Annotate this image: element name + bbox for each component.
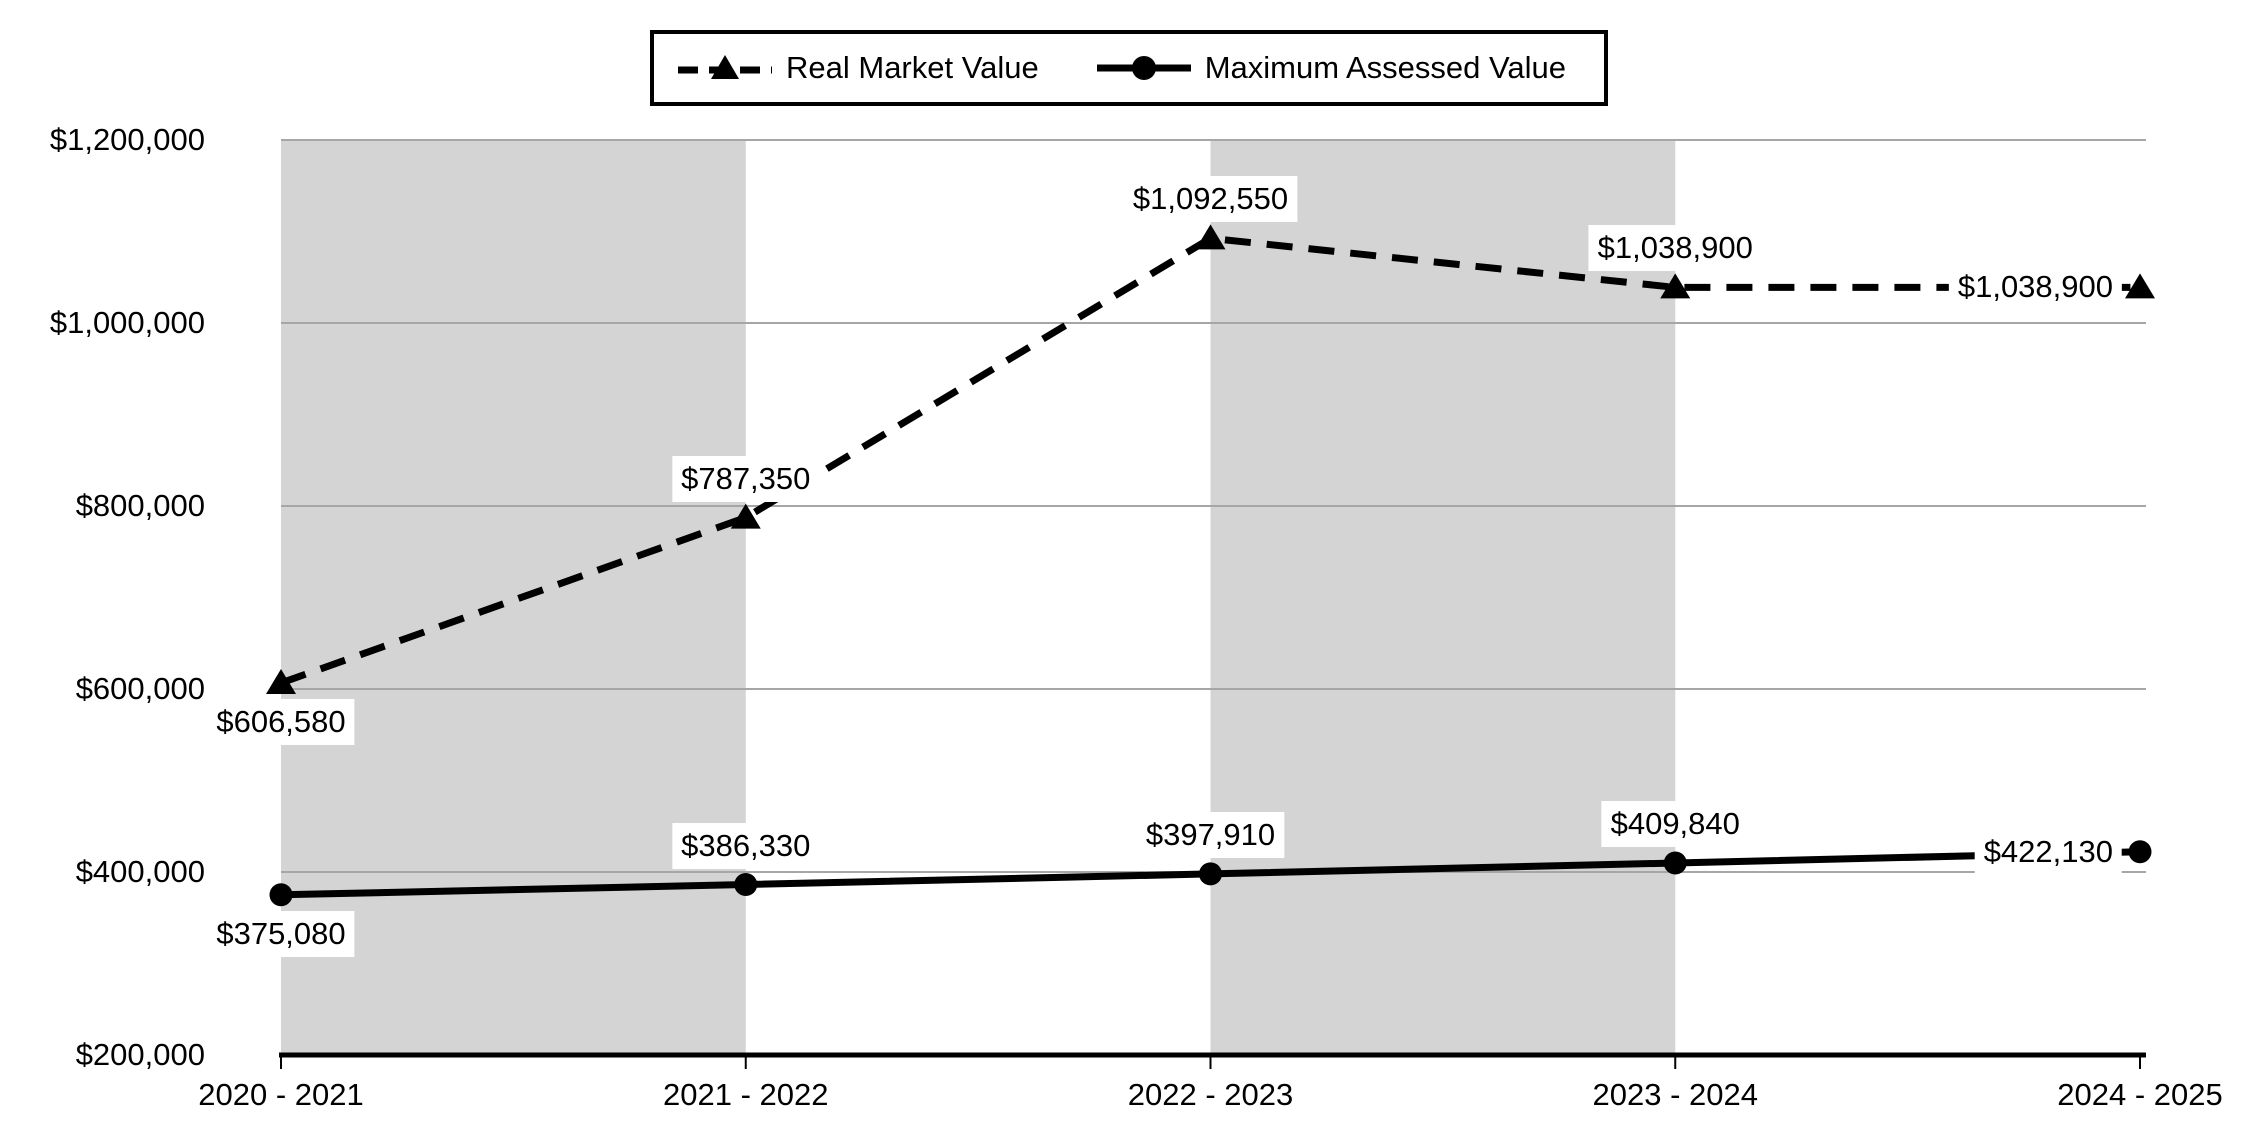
legend: Real Market Value Maximum Assessed Value <box>650 30 1608 106</box>
x-axis-tick-label: 2020 - 2021 <box>198 1077 364 1112</box>
data-point-marker <box>2125 273 2155 299</box>
plot-band <box>1210 140 1676 1055</box>
data-label: $397,910 <box>1136 811 1285 858</box>
plot-band <box>281 140 746 1055</box>
legend-item-maximum-assessed-value: Maximum Assessed Value <box>1096 50 1566 86</box>
data-point-marker <box>266 668 296 694</box>
y-axis-tick-label: $200,000 <box>75 1037 205 1072</box>
x-axis-tick-label: 2024 - 2025 <box>2057 1077 2223 1112</box>
x-axis-tick-label: 2021 - 2022 <box>663 1077 829 1112</box>
data-label: $386,330 <box>672 822 820 869</box>
y-axis-tick-label: $800,000 <box>75 488 205 523</box>
data-label: $1,092,550 <box>1123 176 1298 223</box>
data-label: $787,350 <box>672 455 820 502</box>
data-label: $422,130 <box>1974 828 2122 875</box>
data-label: $409,840 <box>1601 800 1749 847</box>
dashed-line-triangle-legend-icon <box>678 55 772 79</box>
legend-item-real-market-value: Real Market Value <box>678 50 1039 86</box>
data-point-marker <box>1199 862 1222 886</box>
x-axis-tick-label: 2022 - 2023 <box>1127 1077 1294 1112</box>
data-point-marker <box>2128 840 2152 864</box>
y-axis-tick-label: $1,000,000 <box>49 305 205 340</box>
y-axis-tick-label: $400,000 <box>75 854 205 889</box>
data-point-marker <box>1663 851 1687 875</box>
series-line-0 <box>279 234 2140 687</box>
data-label: $606,580 <box>207 698 355 745</box>
data-label: $1,038,900 <box>1948 264 2122 311</box>
data-point-marker <box>734 873 758 897</box>
legend-label-real-market-value: Real Market Value <box>786 50 1039 85</box>
data-point-marker <box>269 883 293 907</box>
data-label: $1,038,900 <box>1588 225 1762 272</box>
data-label: $375,080 <box>207 910 355 957</box>
data-point-marker <box>730 503 761 529</box>
y-axis-tick-label: $600,000 <box>75 671 205 706</box>
y-axis-tick-label: $1,200,000 <box>49 122 205 157</box>
data-point-marker <box>1195 224 1226 250</box>
data-point-marker <box>1660 273 1691 299</box>
x-axis-tick-label: 2023 - 2024 <box>1592 1077 1758 1112</box>
solid-line-circle-legend-icon <box>1096 56 1191 80</box>
legend-label-maximum-assessed-value: Maximum Assessed Value <box>1204 50 1566 85</box>
